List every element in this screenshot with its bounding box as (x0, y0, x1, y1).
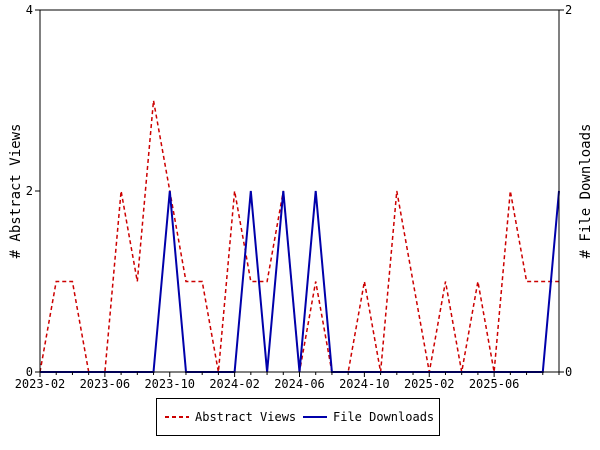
left-axis-ticks: 0 2 4 (26, 3, 40, 379)
chart-legend: Abstract Views File Downloads (156, 398, 440, 436)
legend-item-abstract-views: Abstract Views (165, 410, 296, 424)
left-tick-label: 4 (26, 3, 33, 17)
left-tick-label: 2 (26, 184, 33, 198)
series-line-file-downloads (40, 190, 560, 373)
legend-label-file-downloads: File Downloads (333, 410, 435, 424)
left-tick-label: 0 (26, 365, 33, 379)
legend-swatch-abstract-views (165, 416, 189, 418)
right-tick-label: 2 (565, 3, 572, 17)
right-axis-ticks: 02 (559, 3, 572, 379)
right-tick-label: 0 (565, 365, 572, 379)
series-line-abstract-views (39, 100, 559, 373)
x-tick-label: 2024-10 (339, 377, 390, 391)
left-axis-title: # Abstract Views (8, 124, 24, 259)
x-tick-label: 2025-06 (469, 377, 520, 391)
right-axis-title: # File Downloads (578, 124, 594, 259)
x-tick-label: 2025-02 (404, 377, 455, 391)
x-axis-ticks: 2023-02 2023-06 2023-10 2024-02 2024-06 2024-… (15, 372, 560, 391)
series-lines (39, 100, 560, 373)
x-tick-label: 2023-10 (144, 377, 195, 391)
x-tick-label: 2023-02 (15, 377, 66, 391)
legend-label-abstract-views: Abstract Views (195, 410, 297, 424)
x-tick-label: 2024-02 (209, 377, 260, 391)
x-tick-label: 2023-06 (80, 377, 131, 391)
plot-frame (39, 9, 560, 373)
legend-swatch-file-downloads (303, 416, 327, 418)
x-tick-label: 2024-06 (274, 377, 325, 391)
legend-item-file-downloads: File Downloads (303, 410, 434, 424)
